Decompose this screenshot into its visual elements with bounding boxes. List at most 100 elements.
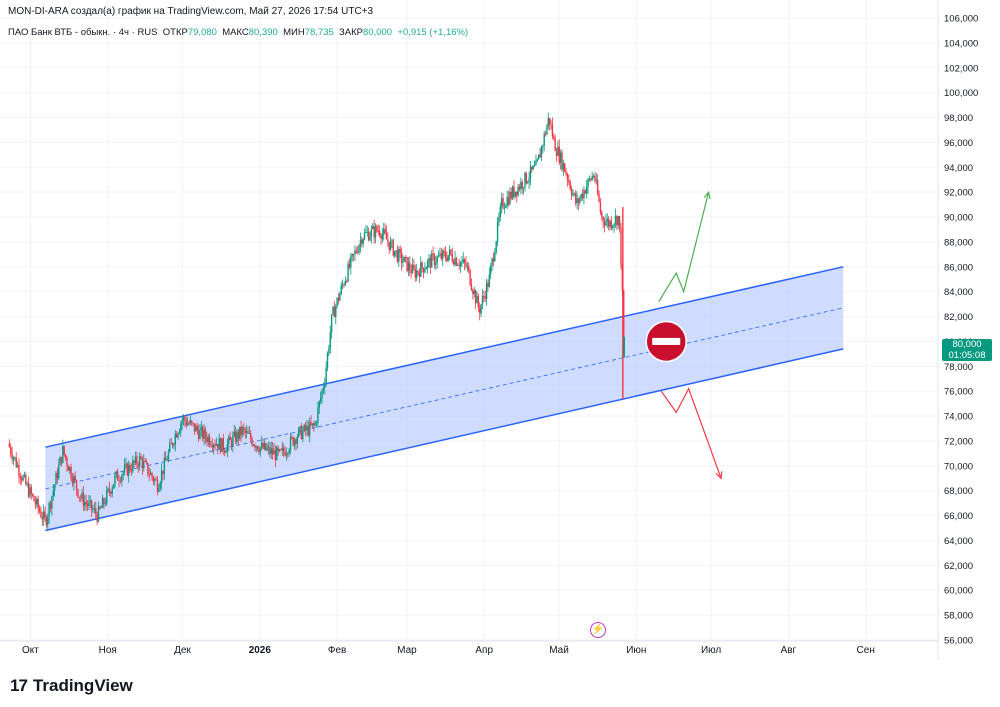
candle-body — [477, 296, 480, 308]
tradingview-logo[interactable]: 17 TradingView — [10, 676, 133, 696]
candle-body — [225, 452, 227, 454]
candle-body — [207, 436, 209, 443]
lightning-icon[interactable]: ⚡ — [590, 622, 606, 638]
candle-body — [196, 426, 198, 431]
candle-body — [388, 241, 390, 250]
candle-body — [322, 387, 325, 391]
candle-body — [199, 429, 201, 439]
candle-body — [602, 216, 604, 222]
price-tick-label: 94,000 — [944, 163, 973, 174]
candle-body — [280, 449, 282, 451]
price-tick-label: 76,000 — [944, 387, 973, 398]
candle-body — [332, 306, 334, 315]
candle-body — [100, 507, 102, 509]
candle-body — [378, 231, 381, 236]
candle-body — [507, 197, 510, 205]
candle-body — [601, 212, 603, 217]
price-tick-label: 68,000 — [944, 486, 973, 497]
candle-body — [436, 256, 438, 263]
candle-body — [34, 501, 37, 505]
candle-body — [260, 442, 263, 448]
candle-body — [10, 446, 12, 454]
candle-body — [123, 465, 126, 473]
candle-body — [245, 431, 248, 433]
candle-body — [425, 267, 427, 270]
time-tick-label: Сен — [857, 645, 875, 656]
symbol-name[interactable]: ПАО Банк ВТБ - обыкн. · 4ч · RUS — [8, 27, 158, 38]
candle-body — [521, 182, 523, 189]
candle-body — [354, 250, 356, 255]
candle-body — [455, 258, 458, 266]
candle-body — [273, 450, 275, 455]
candle-body — [70, 467, 72, 479]
candle-body — [158, 488, 160, 492]
candle-body — [41, 517, 43, 520]
candle-body — [562, 163, 565, 170]
candle-body — [340, 285, 342, 294]
candle-body — [239, 426, 241, 439]
candle-body — [380, 235, 382, 239]
candle-body — [525, 172, 528, 183]
candle-body — [55, 472, 57, 485]
candle-body — [96, 514, 98, 522]
candle-body — [618, 216, 621, 228]
candle-body — [537, 154, 540, 160]
candle-body — [376, 226, 378, 232]
candle-body — [170, 442, 172, 444]
candle-body — [97, 506, 100, 522]
candle-body — [557, 146, 559, 156]
candle-body — [558, 146, 560, 163]
candle-body — [527, 181, 529, 183]
candle-body — [431, 253, 433, 268]
candle-body — [457, 265, 459, 266]
candle-body — [248, 433, 251, 434]
candle-body — [175, 433, 178, 438]
candle-body — [154, 479, 156, 482]
candle-body — [302, 430, 304, 440]
candle-body — [365, 232, 367, 233]
candle-body — [114, 475, 116, 485]
candle-body — [140, 456, 142, 460]
candle-body — [73, 476, 75, 484]
candle-body — [564, 163, 566, 173]
candle-body — [149, 472, 152, 475]
candle-body — [391, 240, 393, 242]
candle-body — [59, 457, 61, 466]
tv-logo-text: TradingView — [32, 676, 133, 695]
candle-body — [568, 180, 570, 183]
candle-body — [494, 252, 496, 262]
candle-body — [363, 232, 366, 240]
time-axis: Окт Ноя Дек 2026 Фев Мар Апр Май Июн Июл Авг Сен — [0, 640, 938, 656]
candle-body — [26, 483, 28, 485]
candle-body — [403, 257, 406, 262]
candle-body — [136, 456, 138, 465]
candle-body — [536, 159, 539, 161]
candle-body — [317, 407, 319, 423]
candle-body — [389, 241, 392, 250]
candle-body — [33, 495, 35, 502]
candle-body — [299, 426, 301, 429]
candle-body — [623, 290, 625, 336]
candle-body — [565, 172, 567, 175]
candle-body — [233, 431, 235, 436]
candle-body — [400, 251, 403, 263]
candle-body — [247, 431, 249, 434]
candle-body — [62, 445, 64, 463]
candle-body — [402, 261, 404, 263]
candle-body — [433, 254, 436, 265]
candle-body — [266, 448, 268, 451]
candle-body — [328, 348, 330, 354]
candle-body — [361, 239, 363, 244]
candle-body — [592, 175, 595, 177]
channel-median-line — [45, 307, 844, 490]
candle-body — [267, 446, 270, 449]
candle-body — [243, 427, 245, 430]
candle-body — [81, 492, 83, 499]
candle-body — [344, 281, 347, 286]
candle-body — [547, 117, 549, 127]
candle-body — [282, 447, 285, 452]
candle-body — [241, 427, 244, 435]
price-tick-label: 56,000 — [944, 636, 973, 647]
candle-body — [394, 251, 396, 256]
